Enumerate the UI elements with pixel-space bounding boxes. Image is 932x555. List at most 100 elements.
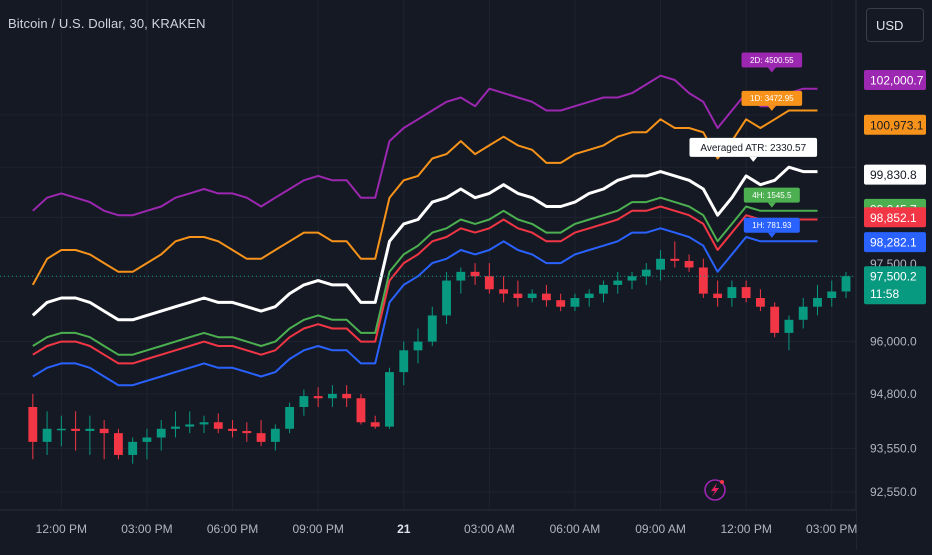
candle-body <box>670 258 680 261</box>
price-tag-box <box>864 207 926 228</box>
time-tick-label: 06:00 PM <box>207 522 258 536</box>
price-tag[interactable]: 98,852.1 <box>864 207 926 228</box>
atr-label: 2D: 4500.55 <box>741 52 803 73</box>
currency-button[interactable]: USD <box>866 8 924 42</box>
candle-body <box>641 269 651 277</box>
candle-body <box>841 276 851 292</box>
candle-body <box>113 433 123 455</box>
atr-series-line <box>31 109 818 286</box>
candle-body <box>213 422 223 429</box>
price-tag[interactable]: 99,830.8 <box>864 164 926 185</box>
candle-body <box>570 298 580 307</box>
candle-body <box>185 424 195 427</box>
candle-body <box>313 396 323 399</box>
lightning-icon[interactable] <box>704 479 726 501</box>
price-tag-box <box>864 164 926 185</box>
candle-body <box>599 284 608 294</box>
candle-body <box>427 315 437 342</box>
candle-body <box>613 280 623 285</box>
countdown-text: 11:58 <box>870 287 899 301</box>
atr-label-text: 1H: 781.93 <box>752 221 792 230</box>
last-price-box <box>864 266 926 305</box>
candle-body <box>698 267 708 294</box>
candle-body <box>741 287 751 299</box>
price-tag-text: 98,852.1 <box>870 211 917 225</box>
time-axis[interactable]: 12:00 PM 03:00 PM 06:00 PM 09:00 PM 21 03:00 … <box>0 509 857 550</box>
atr-series-line <box>31 165 818 322</box>
time-tick-label: 03:00 AM <box>464 522 515 536</box>
atr-label-box <box>741 90 803 106</box>
atr-series-line <box>32 74 818 217</box>
candle-body <box>199 422 209 425</box>
candle-body <box>813 298 822 307</box>
candle-body <box>270 428 280 442</box>
candle-body <box>42 428 52 442</box>
candle-body <box>128 441 138 455</box>
atr-series-layer <box>0 74 856 387</box>
candle-body <box>85 428 95 431</box>
candle-body <box>656 258 665 270</box>
candle-body <box>527 293 537 299</box>
atr-label-box <box>743 187 800 203</box>
time-tick-label: 09:00 PM <box>292 522 343 536</box>
last-price-tag[interactable]: 97,500.2 11:58 <box>864 266 926 305</box>
time-tick-label: 03:00 PM <box>121 522 172 536</box>
candle-body <box>556 300 566 307</box>
candle-body <box>28 406 38 442</box>
atr-label-box <box>741 52 803 68</box>
candle-body <box>356 398 366 423</box>
price-tag-box <box>864 114 926 135</box>
candle-body <box>56 428 66 431</box>
candle-body <box>827 291 837 299</box>
time-axis-bg <box>0 510 856 550</box>
price-tag-box <box>864 232 926 253</box>
candle-body <box>399 350 409 373</box>
candle-body <box>541 293 551 301</box>
price-tick-label: 92,550.0 <box>870 485 917 499</box>
price-tag[interactable]: 100,973.1 <box>864 114 926 135</box>
candle-body <box>413 341 423 351</box>
atr-label: 1H: 781.93 <box>743 217 800 238</box>
last-price-text: 97,500.2 <box>870 270 917 284</box>
candle-body <box>370 422 380 427</box>
atr-label: 1D: 3472.95 <box>741 90 803 111</box>
price-tag-text: 102,000.7 <box>870 74 924 88</box>
candle-body <box>285 406 295 429</box>
candle-body <box>470 271 480 277</box>
candle-body <box>513 293 523 299</box>
atr-label-text: 4H: 1545.5 <box>752 191 792 200</box>
time-tick-label: 09:00 AM <box>635 522 686 536</box>
candle-body <box>784 319 794 333</box>
time-tick-label: 06:00 AM <box>550 522 601 536</box>
atr-label-box <box>689 137 818 157</box>
candle-body <box>727 287 737 299</box>
symbol-title[interactable]: Bitcoin / U.S. Dollar, 30, KRAKEN <box>8 16 206 31</box>
atr-label-pointer <box>749 156 758 162</box>
atr-label-box <box>743 217 800 233</box>
candle-body <box>99 428 109 434</box>
price-tag[interactable]: 102,000.7 <box>864 70 926 90</box>
price-tick-label: 94,800.0 <box>870 387 917 401</box>
candle-body <box>299 396 309 407</box>
candle-body <box>798 306 808 320</box>
atr-label-pointer <box>767 67 776 73</box>
candle-body <box>342 393 352 399</box>
price-tick-label: 93,550.0 <box>870 441 917 455</box>
candle-body <box>228 428 237 431</box>
candle-body <box>171 426 180 429</box>
atr-series-line <box>32 196 818 356</box>
candle-body <box>156 428 166 438</box>
atr-label-pointer <box>767 232 776 238</box>
price-tag-text: 99,830.8 <box>870 168 917 182</box>
atr-label: 4H: 1545.5 <box>743 187 800 208</box>
candle-body <box>584 293 594 299</box>
candle-body <box>770 306 780 333</box>
atr-series-line <box>32 205 818 365</box>
time-tick-label: 03:00 PM <box>806 522 857 536</box>
price-tag[interactable]: 98,282.1 <box>864 232 926 253</box>
price-axis[interactable]: 92,550.093,550.094,800.096,000.097,500.0… <box>855 0 932 550</box>
price-tag-box <box>864 70 926 90</box>
